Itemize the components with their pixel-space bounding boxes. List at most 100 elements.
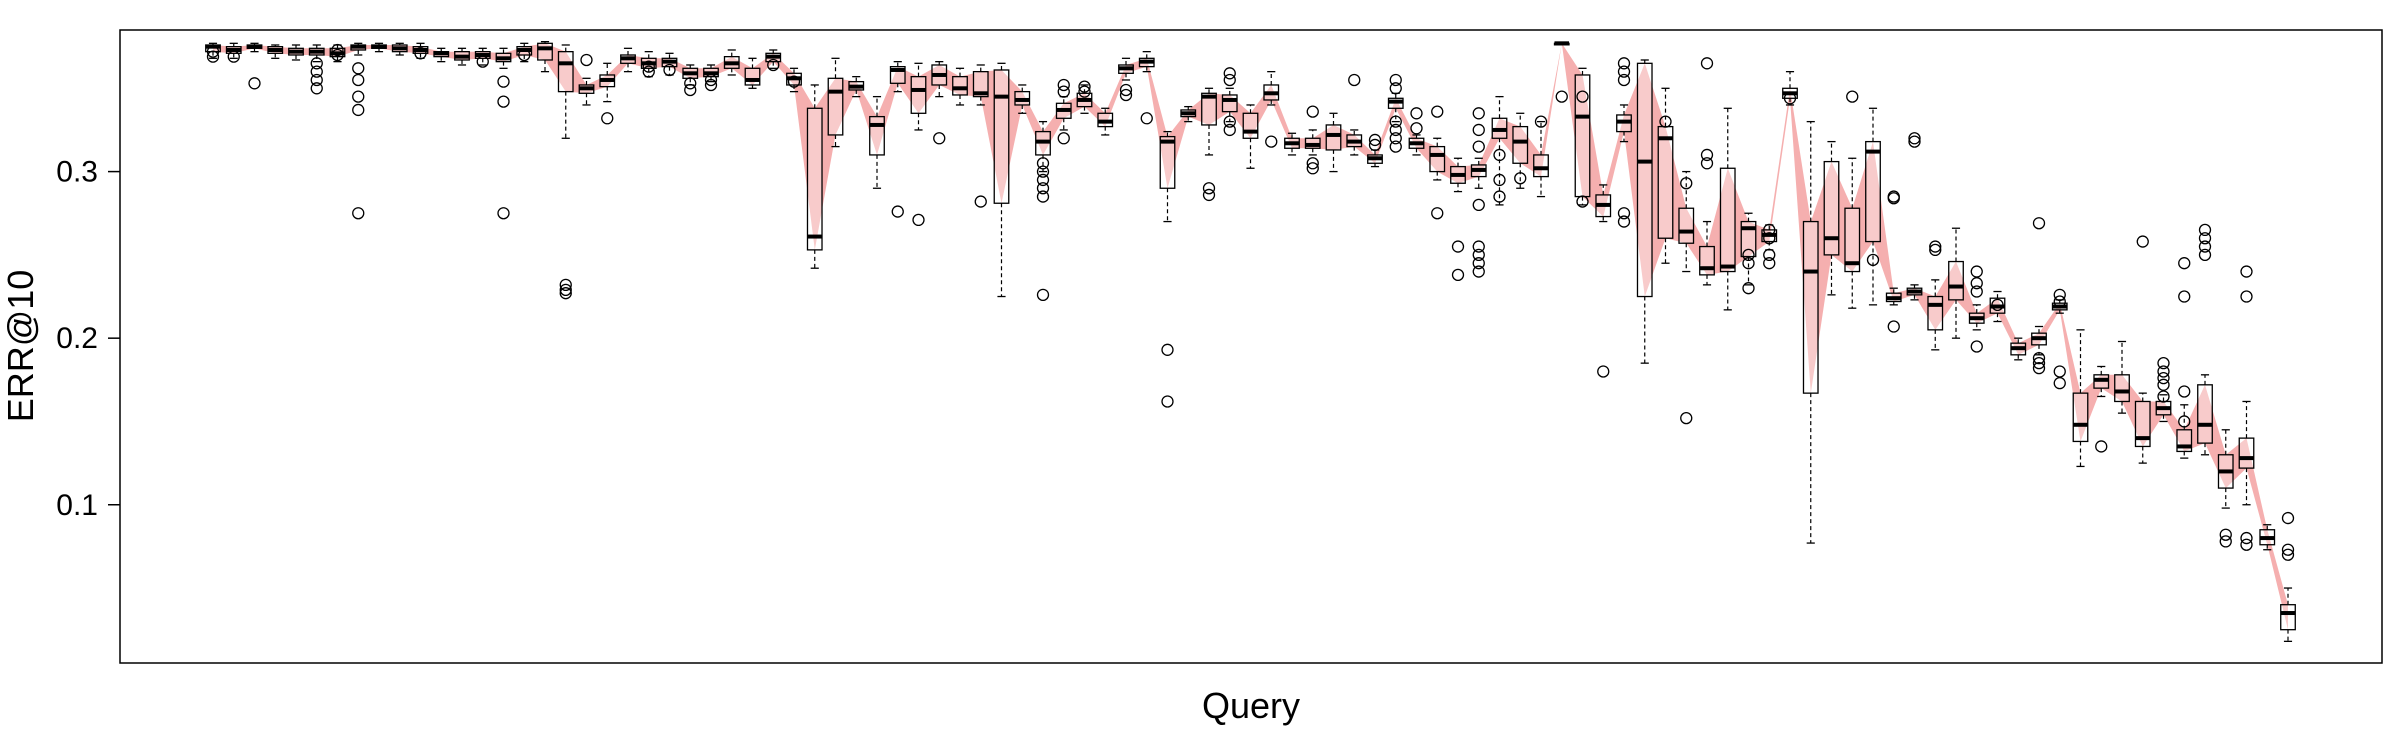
outlier-point <box>1057 78 1070 92</box>
iqr-box <box>1159 135 1176 189</box>
outlier-point <box>1970 265 1983 278</box>
outlier-point <box>1929 240 1942 253</box>
outlier-point <box>2178 385 2191 398</box>
outlier-point <box>1970 340 1983 353</box>
query-box-101 <box>2280 511 2296 642</box>
query-box-85 <box>1948 227 1964 339</box>
query-box-55 <box>1325 112 1342 173</box>
outlier-point <box>1306 105 1319 118</box>
query-box-67 <box>1574 67 1591 208</box>
query-box-66 <box>1553 41 1570 103</box>
query-box-52 <box>1263 70 1280 148</box>
outlier-point <box>1763 257 1776 270</box>
outlier-point <box>1389 73 1402 87</box>
outlier-point <box>2281 511 2295 525</box>
outlier-point <box>1472 248 1485 262</box>
outlier-point <box>248 77 261 90</box>
query-box-60 <box>1429 105 1446 220</box>
outlier-point <box>1908 135 1921 148</box>
query-box-14 <box>474 47 491 68</box>
query-box-37 <box>952 67 968 106</box>
query-box-6 <box>308 44 325 95</box>
outlier-point <box>642 60 655 73</box>
iqr-box <box>1325 124 1342 151</box>
query-box-39 <box>993 62 1010 298</box>
outlier-point <box>310 57 323 70</box>
outlier-point <box>1597 365 1610 378</box>
query-box-22 <box>640 51 657 78</box>
query-box-20 <box>599 62 616 125</box>
iqr-box <box>806 107 823 251</box>
query-box-29 <box>786 67 802 93</box>
iqr-box <box>2238 437 2255 469</box>
query-box-35 <box>910 62 927 227</box>
y-tick-label: 0.2 <box>56 322 98 355</box>
outlier-point <box>1410 122 1423 135</box>
outlier-point <box>1991 298 2004 312</box>
outlier-point <box>1742 282 1755 295</box>
iqr-box <box>1802 220 1819 394</box>
y-axis: 0.1 0.2 0.3 <box>56 156 120 522</box>
outlier-point <box>1493 148 1506 162</box>
iqr-box <box>952 75 968 96</box>
query-box-16 <box>516 42 533 63</box>
outlier-point <box>1763 232 1776 245</box>
outlier-point <box>1389 140 1402 153</box>
outlier-point <box>206 50 220 63</box>
outlier-point <box>414 47 427 60</box>
outlier-point <box>1306 162 1319 175</box>
outlier-point <box>1389 123 1402 137</box>
query-box-8 <box>350 42 367 220</box>
outlier-point <box>1036 173 1050 187</box>
outlier-point <box>1472 198 1485 212</box>
outlier-point <box>331 48 344 62</box>
outlier-point <box>2240 290 2253 303</box>
outlier-point <box>2240 265 2253 278</box>
outlier-point <box>476 55 489 68</box>
iqr-box <box>1201 92 1217 126</box>
query-box-42 <box>1055 78 1072 145</box>
query-box-90 <box>2051 288 2068 390</box>
query-box-38 <box>972 64 989 208</box>
query-box-34 <box>889 61 906 218</box>
query-box-32 <box>848 75 865 98</box>
iqr-box <box>869 115 885 156</box>
outlier-point <box>1970 277 1983 290</box>
outlier-point <box>1119 88 1133 102</box>
outlier-point <box>2053 376 2066 390</box>
outlier-point <box>1431 105 1444 118</box>
y-tick-label: 0.3 <box>56 156 98 189</box>
outlier-point <box>974 195 987 208</box>
y-tick-label: 0.1 <box>56 489 98 522</box>
query-box-94 <box>2134 235 2151 464</box>
iqr-box <box>1678 207 1695 244</box>
outlier-point <box>1223 123 1236 137</box>
query-box-76 <box>1761 223 1778 270</box>
iqr-box <box>537 42 553 61</box>
query-box-7 <box>329 43 346 63</box>
outlier-point <box>1389 115 1402 128</box>
query-box-99 <box>2238 265 2255 551</box>
query-box-89 <box>2031 217 2047 375</box>
outlier-point <box>2219 535 2232 548</box>
outlier-point <box>1057 85 1070 98</box>
outlier-point <box>663 63 676 77</box>
query-box-33 <box>869 95 885 189</box>
outlier-point <box>2095 440 2108 453</box>
outlier-point <box>580 53 593 67</box>
outlier-point <box>2281 548 2295 561</box>
query-box-58 <box>1387 73 1404 153</box>
iqr-box <box>1512 125 1529 164</box>
outlier-point <box>1389 82 1402 95</box>
query-box-87 <box>1989 290 2006 323</box>
outlier-point <box>1617 57 1631 70</box>
outlier-point <box>559 278 572 292</box>
outlier-point <box>1742 248 1755 262</box>
query-box-75 <box>1740 212 1757 295</box>
outlier-point <box>1659 115 1672 128</box>
outlier-point <box>1700 157 1714 170</box>
outlier-point <box>1036 157 1050 170</box>
outlier-point <box>2198 223 2212 237</box>
outlier-point <box>1368 133 1382 147</box>
